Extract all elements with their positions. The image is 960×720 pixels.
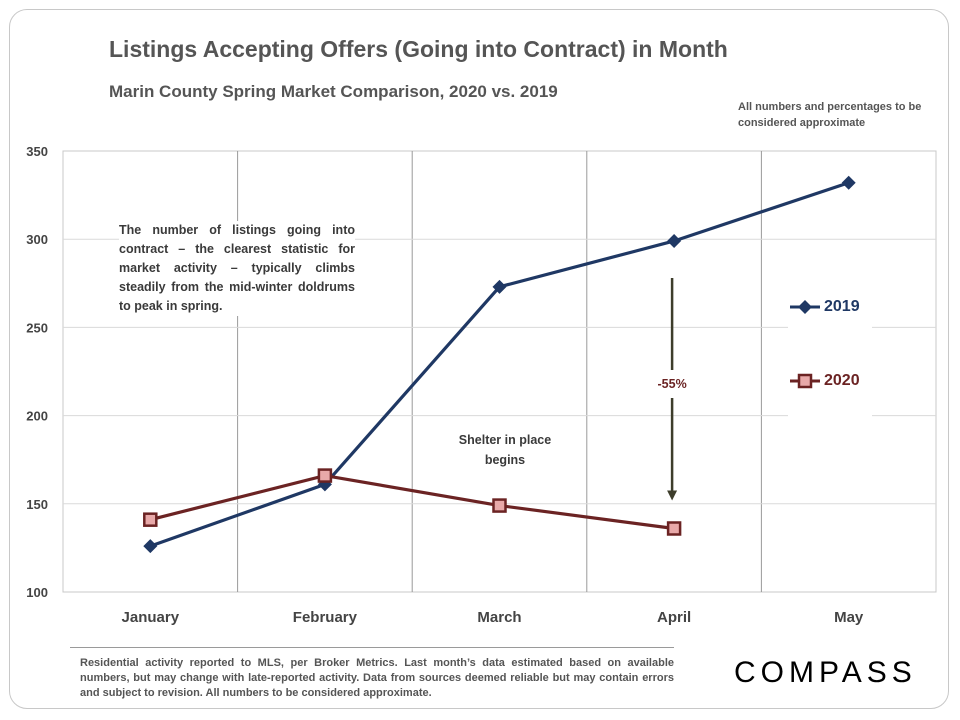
series-2020-point	[317, 468, 333, 483]
legend-marker-2020	[790, 373, 820, 389]
annotation-layer: -55%	[658, 277, 687, 501]
series-layer	[143, 175, 856, 554]
x-tick-label: April	[657, 609, 691, 626]
series-2020-point	[666, 521, 682, 536]
y-tick-label: 100	[26, 585, 48, 600]
chart-subtitle: Marin County Spring Market Comparison, 2…	[109, 82, 558, 101]
legend: 2019 2020	[788, 290, 872, 420]
legend-label-2019: 2019	[824, 298, 860, 315]
series-2019-point	[492, 279, 507, 294]
y-tick-label: 200	[26, 409, 48, 424]
legend-item-2019: 2019	[788, 293, 860, 321]
x-tick-label: March	[477, 609, 521, 626]
series-2019-point	[143, 539, 158, 554]
plot-area-border	[62, 150, 937, 593]
chart-annotation-note: The number of listings going into contra…	[119, 221, 355, 316]
series-2020-line	[149, 473, 675, 531]
y-tick-label: 150	[26, 497, 48, 512]
y-axis: 100 150 200 250 300 350	[26, 144, 48, 600]
footnote-divider	[70, 647, 674, 648]
legend-item-2020: 2020	[788, 367, 860, 395]
disclaimer-note: All numbers and percentages to be consid…	[738, 101, 922, 129]
drop-arrow-head	[667, 490, 678, 501]
compass-logo: COMPASS	[734, 656, 917, 689]
series-2019-point	[667, 233, 682, 248]
chart-title: Listings Accepting Offers (Going into Co…	[109, 36, 728, 62]
footnote: Residential activity reported to MLS, pe…	[80, 657, 674, 699]
y-tick-label: 350	[26, 144, 48, 159]
series-2020-point	[492, 498, 507, 513]
x-tick-label: January	[122, 609, 180, 626]
drop-percentage-label: -55%	[658, 377, 687, 391]
y-tick-label: 250	[26, 320, 48, 335]
series-2019-point	[841, 175, 856, 190]
legend-label-2020: 2020	[824, 372, 860, 389]
series-2020-point	[143, 512, 158, 527]
legend-marker-2019	[790, 300, 820, 314]
y-tick-label: 300	[26, 232, 48, 247]
x-tick-label: February	[293, 609, 358, 626]
x-axis: January February March April May	[122, 609, 864, 626]
x-tick-label: May	[834, 609, 864, 626]
shelter-in-place-note: Shelter in place begins	[458, 433, 552, 467]
